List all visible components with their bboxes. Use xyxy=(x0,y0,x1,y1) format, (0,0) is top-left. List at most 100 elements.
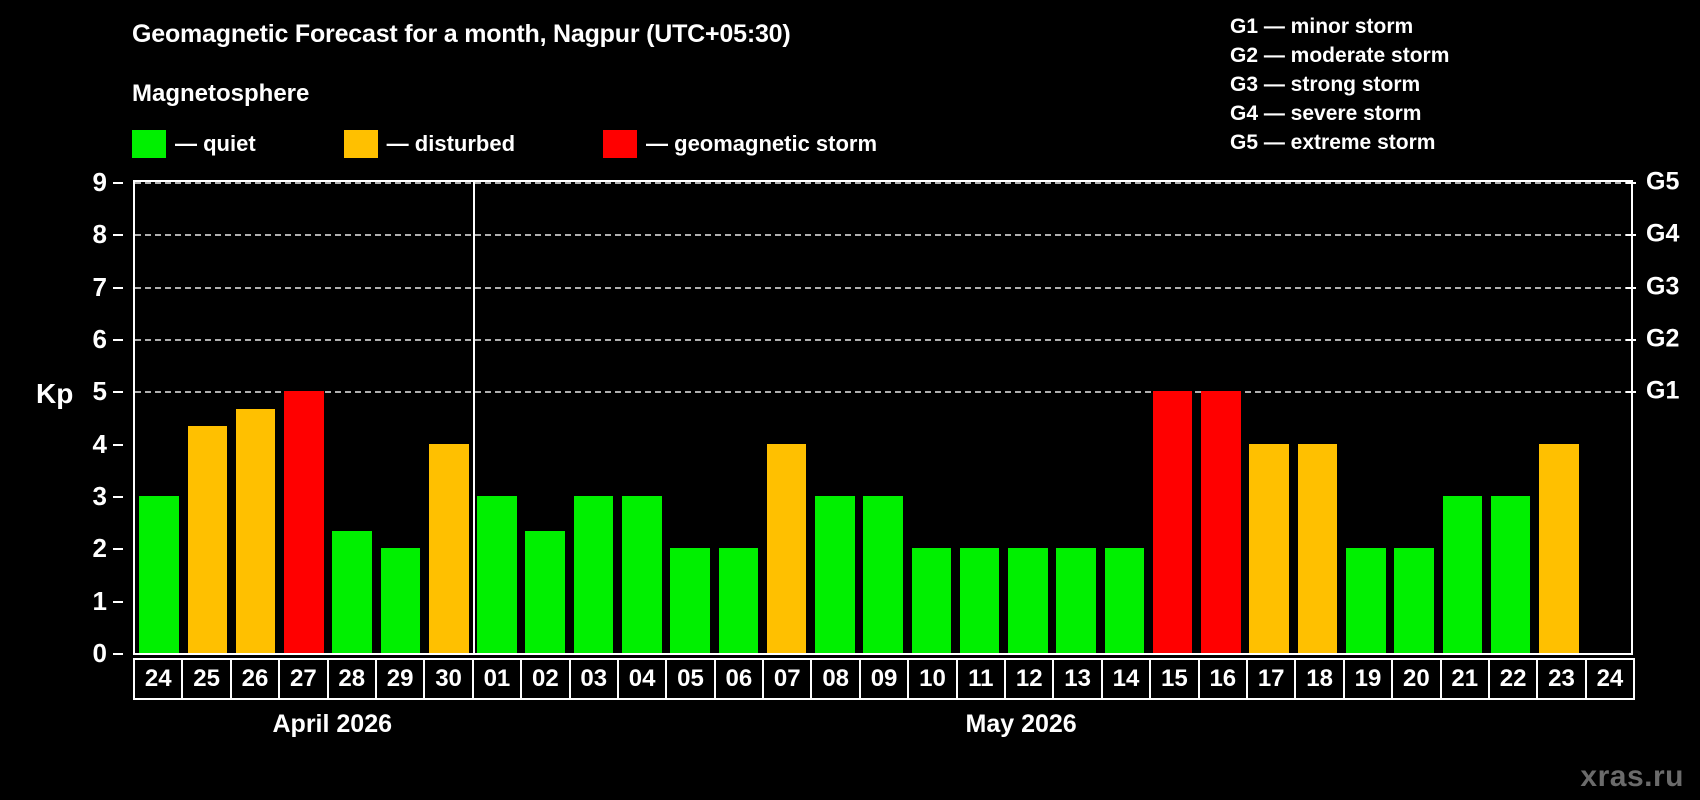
bar-slot xyxy=(1197,182,1245,653)
chart-plot-area xyxy=(133,180,1633,655)
date-cell: 17 xyxy=(1245,658,1297,700)
orange-swatch-icon xyxy=(343,130,378,158)
bar-slot xyxy=(907,182,955,653)
g-tick-mark-G1 xyxy=(1626,391,1636,394)
month-caption-0: April 2026 xyxy=(272,710,393,738)
bar xyxy=(1490,496,1531,653)
date-cell: 20 xyxy=(1391,658,1442,700)
bar xyxy=(284,391,324,653)
date-cell: 26 xyxy=(229,658,281,700)
g-tick-mark-G2 xyxy=(1626,339,1636,341)
bar-slot xyxy=(425,182,473,653)
date-cell: 04 xyxy=(616,658,668,700)
y-tick-label-2: 2 xyxy=(92,533,107,564)
bar-slot xyxy=(1583,182,1631,653)
x-axis-date-labels: 24 25 26 27 28 29 30 01 02 03 04 05 06 07 08 09 10 11 12 13… xyxy=(133,658,1636,700)
y-tick-label-8: 8 xyxy=(92,219,107,250)
date-cell: 13 xyxy=(1052,658,1103,700)
date-cell: 06 xyxy=(713,658,765,700)
bar-slot xyxy=(1149,182,1197,653)
month-separator-line xyxy=(472,182,475,653)
gscale-line-5: G5 — extreme storm xyxy=(1230,131,1436,154)
bar xyxy=(959,548,1000,653)
bar-slot xyxy=(376,182,424,653)
bar xyxy=(1442,496,1483,653)
date-cell: 29 xyxy=(374,658,426,700)
bar-slot xyxy=(1100,182,1148,653)
date-cell: 11 xyxy=(955,658,1007,700)
date-cell: 15 xyxy=(1149,658,1200,700)
legend: — quiet — disturbed — geomagnetic storm xyxy=(132,130,877,158)
bar xyxy=(332,531,372,653)
bar xyxy=(670,548,710,653)
bar xyxy=(525,531,566,653)
bar xyxy=(815,496,855,653)
date-cell: 24 xyxy=(1584,658,1636,700)
bar-slot xyxy=(521,182,569,653)
gscale-line-2: G2 — moderate storm xyxy=(1230,44,1450,67)
bar-slot xyxy=(714,182,762,653)
date-cell: 27 xyxy=(278,658,329,700)
bar-slot xyxy=(618,182,666,653)
bar-slot xyxy=(1438,182,1486,653)
y-tick-mark-7 xyxy=(113,286,123,289)
legend-item-label: — geomagnetic storm xyxy=(646,131,878,156)
bar-slot xyxy=(1390,182,1438,653)
bar-slot xyxy=(859,182,907,653)
bar xyxy=(1152,391,1193,653)
date-cell: 05 xyxy=(665,658,716,700)
y-tick-label-0: 0 xyxy=(92,638,107,668)
bar-slot xyxy=(328,182,376,653)
bar xyxy=(718,548,759,653)
y-axis: 0 1 2 3 4 5 6 7 8 9 xyxy=(75,169,123,666)
g-tick-mark-G5 xyxy=(1626,182,1636,184)
bar xyxy=(1249,443,1290,653)
g-tick-label-G3: G3 xyxy=(1646,272,1680,301)
date-cell: 12 xyxy=(1004,658,1055,700)
date-cell: 19 xyxy=(1342,658,1394,700)
date-cell: 08 xyxy=(810,658,861,700)
y-tick-mark-6 xyxy=(113,339,123,341)
g-tick-label-G5: G5 xyxy=(1646,167,1680,196)
date-cell: 09 xyxy=(858,658,910,700)
g-tick-mark-G3 xyxy=(1626,286,1636,289)
gridline-kp-7 xyxy=(135,286,1631,289)
y-tick-mark-2 xyxy=(113,548,123,551)
bar xyxy=(1201,391,1241,653)
y-tick-mark-5 xyxy=(113,391,123,394)
legend-item-2: — geomagnetic storm xyxy=(603,130,877,158)
y-tick-label-3: 3 xyxy=(92,481,107,511)
gridline-kp-8 xyxy=(135,234,1631,237)
y-axis-title: Kp xyxy=(36,378,74,409)
y-tick-label-9: 9 xyxy=(92,167,107,197)
bar-slot xyxy=(1535,182,1583,653)
y-tick-label-1: 1 xyxy=(92,585,107,616)
chart-bars xyxy=(135,182,1631,653)
date-cell: 07 xyxy=(762,658,813,700)
date-cell: 23 xyxy=(1536,658,1587,700)
bar-slot xyxy=(1342,182,1390,653)
y-tick-mark-3 xyxy=(113,496,123,498)
gridline-kp-9 xyxy=(135,182,1631,184)
y-tick-label-7: 7 xyxy=(92,271,107,302)
legend-item-0: — quiet xyxy=(132,130,256,158)
bar xyxy=(1345,548,1386,653)
date-cell: 30 xyxy=(423,658,474,700)
date-cell: 01 xyxy=(471,658,523,700)
bar xyxy=(235,408,276,653)
bar xyxy=(1539,443,1579,653)
page-title: Geomagnetic Forecast for a month, Nagpur… xyxy=(132,20,791,48)
bar xyxy=(1297,443,1338,653)
gridline-kp-6 xyxy=(135,339,1631,341)
g-tick-label-G4: G4 xyxy=(1646,219,1680,248)
red-swatch-icon xyxy=(603,130,638,158)
bar xyxy=(622,496,662,653)
bar xyxy=(911,548,952,653)
bar-slot xyxy=(1004,182,1052,653)
bar-slot xyxy=(569,182,617,653)
month-caption-1: May 2026 xyxy=(965,710,1077,738)
date-cell: 02 xyxy=(520,658,571,700)
bar xyxy=(187,426,228,653)
watermark: xras.ru xyxy=(1580,760,1684,793)
date-cell: 24 xyxy=(133,658,184,700)
